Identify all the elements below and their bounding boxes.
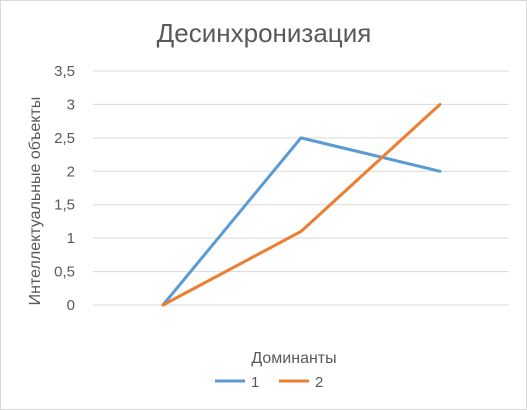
y-tick-label: 0,5 bbox=[54, 264, 75, 281]
y-tick-label: 1 bbox=[67, 230, 75, 247]
y-tick-label: 3 bbox=[67, 96, 75, 113]
series-lines bbox=[161, 102, 442, 307]
y-tick-label: 3,5 bbox=[54, 63, 75, 80]
legend-label-2: 2 bbox=[315, 374, 323, 391]
y-axis-label: Интеллектуальные объекты bbox=[27, 97, 44, 306]
chart-title: Десинхронизация bbox=[157, 18, 372, 48]
gridlines bbox=[93, 70, 509, 306]
y-tick-label: 0 bbox=[67, 297, 75, 314]
legend-label-1: 1 bbox=[251, 374, 259, 391]
y-axis-ticks: 0 0,5 1 1,5 2 2,5 3 3,5 bbox=[54, 63, 75, 314]
x-axis-label: Доминанты bbox=[251, 350, 336, 367]
series-line-2 bbox=[161, 102, 442, 307]
y-tick-label: 2 bbox=[67, 163, 75, 180]
series-line-1 bbox=[161, 136, 442, 307]
y-tick-label: 2,5 bbox=[54, 130, 75, 147]
y-tick-label: 1,5 bbox=[54, 197, 75, 214]
